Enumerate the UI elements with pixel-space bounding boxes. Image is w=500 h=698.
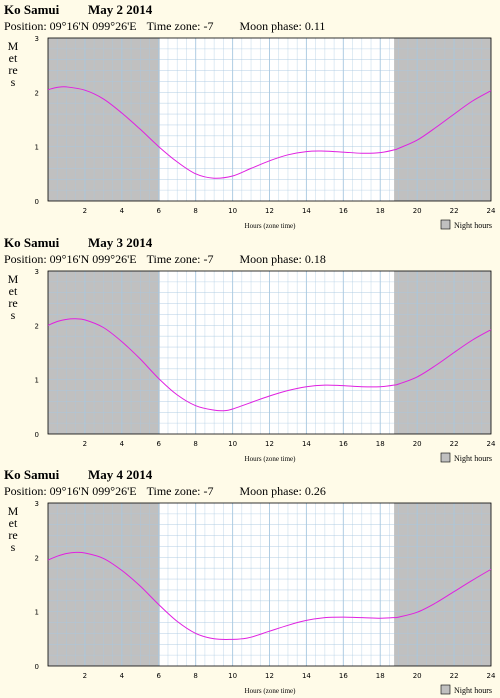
- x-tick-label: 12: [265, 207, 274, 215]
- plot-frame: [47, 502, 492, 667]
- x-axis-label: Hours (zone time): [245, 687, 297, 695]
- x-tick-label: 4: [120, 672, 125, 680]
- moon-phase-text: Moon phase: 0.26: [239, 484, 326, 498]
- night-band-1: [48, 503, 160, 666]
- y-tick-label: 2: [35, 322, 39, 330]
- x-tick-label: 6: [157, 440, 162, 448]
- position-text: Position: 09°16'N 099°26'E: [4, 252, 137, 266]
- y-tick-label: 2: [35, 554, 39, 562]
- x-tick-label: 14: [302, 440, 311, 448]
- y-tick-label: 1: [35, 609, 39, 617]
- tide-panel-3: Ko Samui May 4 2014 Position: 09°16'N 099…: [0, 465, 500, 698]
- timezone-text: Time zone: -7: [146, 19, 214, 33]
- x-tick-label: 16: [339, 440, 348, 448]
- x-tick-label: 12: [265, 440, 274, 448]
- legend-label: Night hours: [454, 686, 492, 695]
- y-tick-label: 0: [35, 198, 39, 206]
- x-tick-label: 10: [228, 440, 237, 448]
- legend-label: Night hours: [454, 454, 492, 463]
- location-name: Ko Samui: [4, 235, 60, 250]
- x-tick-label: 20: [413, 672, 422, 680]
- x-tick-label: 6: [157, 672, 162, 680]
- x-axis-label: Hours (zone time): [245, 455, 297, 463]
- date-label: May 4 2014: [88, 467, 153, 482]
- panel-title: Ko Samui May 4 2014: [4, 467, 152, 483]
- moon-phase-text: Moon phase: 0.18: [239, 252, 326, 266]
- x-tick-label: 24: [487, 672, 496, 680]
- plot-frame: [47, 37, 492, 202]
- location-name: Ko Samui: [4, 467, 60, 482]
- legend-swatch: [440, 684, 451, 695]
- y-tick-label: 1: [35, 144, 39, 152]
- x-tick-label: 18: [376, 207, 385, 215]
- x-tick-label: 12: [265, 672, 274, 680]
- x-tick-label: 6: [157, 207, 162, 215]
- night-band-2: [394, 38, 491, 201]
- panel-title: Ko Samui May 2 2014: [4, 2, 152, 18]
- timezone-text: Time zone: -7: [146, 252, 214, 266]
- timezone-text: Time zone: -7: [146, 484, 214, 498]
- y-axis-label: Metres: [7, 272, 19, 322]
- tide-panel-2: Ko Samui May 3 2014 Position: 09°16'N 099…: [0, 233, 500, 466]
- night-band-2: [394, 503, 491, 666]
- plot-frame: [47, 270, 492, 435]
- x-tick-label: 8: [193, 440, 197, 448]
- legend-swatch: [440, 452, 451, 463]
- x-tick-label: 10: [228, 672, 237, 680]
- night-band-1: [48, 271, 160, 434]
- x-tick-label: 4: [120, 207, 125, 215]
- panel-title: Ko Samui May 3 2014: [4, 235, 152, 251]
- y-tick-label: 0: [35, 663, 39, 671]
- x-tick-label: 16: [339, 207, 348, 215]
- x-axis-label: Hours (zone time): [245, 222, 297, 230]
- x-tick-label: 18: [376, 440, 385, 448]
- info-line: Position: 09°16'N 099°26'E Time zone: -7 M…: [4, 19, 335, 34]
- x-tick-label: 24: [487, 440, 496, 448]
- x-tick-label: 20: [413, 440, 422, 448]
- date-label: May 3 2014: [88, 235, 153, 250]
- tide-curve: [47, 318, 492, 412]
- x-tick-label: 20: [413, 207, 422, 215]
- x-tick-label: 10: [228, 207, 237, 215]
- y-tick-label: 3: [35, 500, 39, 508]
- tide-panel-1: Ko Samui May 2 2014 Position: 09°16'N 099…: [0, 0, 500, 233]
- x-tick-label: 8: [193, 672, 197, 680]
- x-tick-label: 14: [302, 207, 311, 215]
- legend-swatch: [440, 219, 451, 230]
- x-tick-label: 14: [302, 672, 311, 680]
- night-band-1: [48, 38, 160, 201]
- tide-curve: [47, 86, 492, 179]
- x-tick-label: 22: [450, 440, 459, 448]
- info-line: Position: 09°16'N 099°26'E Time zone: -7 M…: [4, 484, 336, 499]
- x-tick-label: 4: [120, 440, 125, 448]
- moon-phase-text: Moon phase: 0.11: [239, 19, 326, 33]
- x-tick-label: 2: [83, 672, 87, 680]
- position-text: Position: 09°16'N 099°26'E: [4, 484, 137, 498]
- x-tick-label: 22: [450, 207, 459, 215]
- x-tick-label: 16: [339, 672, 348, 680]
- x-tick-label: 18: [376, 672, 385, 680]
- y-tick-label: 2: [35, 89, 39, 97]
- x-tick-label: 2: [83, 440, 87, 448]
- y-tick-label: 0: [35, 431, 39, 439]
- night-band-2: [394, 271, 491, 434]
- x-tick-label: 24: [487, 207, 496, 215]
- position-text: Position: 09°16'N 099°26'E: [4, 19, 137, 33]
- x-tick-label: 2: [83, 207, 87, 215]
- y-tick-label: 3: [35, 268, 39, 276]
- x-tick-label: 8: [193, 207, 197, 215]
- legend-label: Night hours: [454, 221, 492, 230]
- date-label: May 2 2014: [88, 2, 153, 17]
- y-tick-label: 1: [35, 377, 39, 385]
- location-name: Ko Samui: [4, 2, 60, 17]
- x-tick-label: 22: [450, 672, 459, 680]
- y-axis-label: Metres: [7, 504, 19, 554]
- tide-curve: [47, 551, 492, 640]
- y-axis-label: Metres: [7, 39, 19, 89]
- y-tick-label: 3: [35, 35, 39, 43]
- info-line: Position: 09°16'N 099°26'E Time zone: -7 M…: [4, 252, 336, 267]
